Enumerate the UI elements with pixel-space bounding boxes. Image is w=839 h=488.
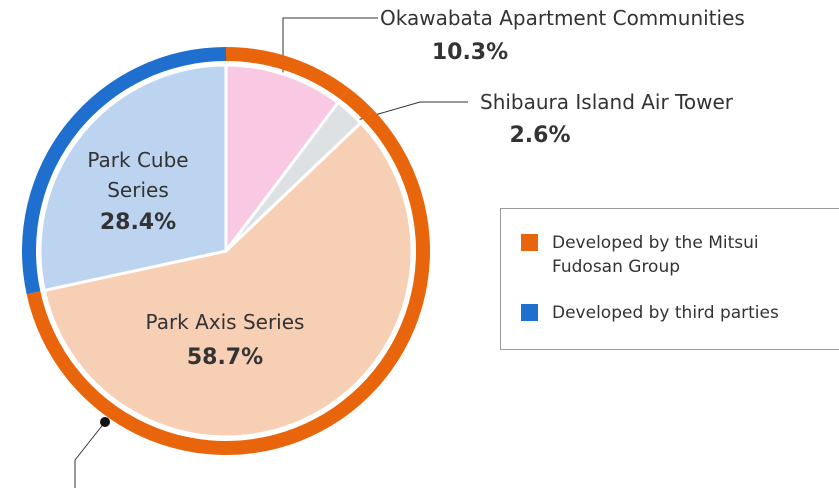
ring-segment	[226, 47, 349, 100]
legend-label: Developed by third parties	[552, 303, 779, 323]
slice-label: Okawabata Apartment Communities	[380, 6, 745, 30]
legend-swatch	[521, 234, 538, 251]
slice-value: 10.3%	[431, 40, 509, 65]
leader-line	[74, 421, 106, 488]
slice-label: Park Axis Series	[145, 310, 305, 334]
ring-segment	[340, 88, 374, 121]
ring-segment	[26, 110, 431, 456]
slice-label: Park Cube Series	[87, 148, 189, 202]
legend-swatch	[521, 304, 538, 321]
pie-slice	[42, 120, 414, 439]
pie-slice	[224, 63, 341, 256]
slice-value: 58.7%	[186, 345, 264, 370]
slice-value: 28.4%	[99, 210, 177, 235]
leader-dot	[100, 417, 110, 427]
pie	[21, 47, 431, 456]
slice-value: 2.6%	[509, 123, 571, 148]
legend-label: Developed by the Mitsui Fudosan Group	[552, 233, 759, 277]
legend: Developed by the Mitsui Fudosan Group Dev…	[500, 208, 839, 350]
pie-slice	[38, 63, 228, 293]
legend-item: Developed by the Mitsui Fudosan Group	[521, 231, 782, 279]
legend-item: Developed by third parties	[521, 301, 832, 325]
slice-label: Shibaura Island Air Tower	[480, 90, 734, 114]
